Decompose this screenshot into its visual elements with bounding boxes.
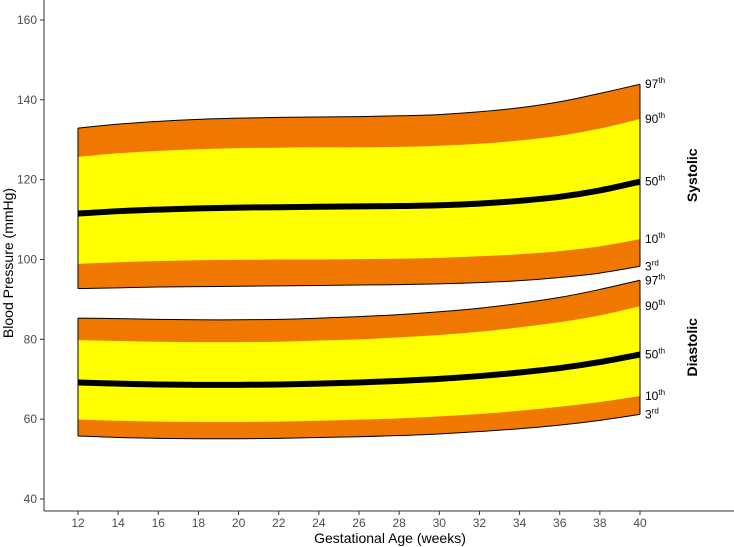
x-tick-label-38: 38 bbox=[593, 516, 607, 530]
systolic-label-90th-number: 90 bbox=[645, 112, 659, 126]
x-tick-label-28: 28 bbox=[392, 516, 406, 530]
systolic-label-97th-number: 97 bbox=[645, 77, 659, 91]
x-tick-label-26: 26 bbox=[352, 516, 366, 530]
diastolic-label-50th-suffix: th bbox=[658, 347, 665, 356]
systolic-label-97th: 97th bbox=[645, 76, 665, 91]
systolic-label-50th-number: 50 bbox=[645, 175, 659, 189]
diastolic-label-50th-number: 50 bbox=[645, 348, 659, 362]
x-tick-label-20: 20 bbox=[232, 516, 246, 530]
y-tick-label-60: 60 bbox=[24, 412, 38, 426]
y-axis-title: Blood Pressure (mmHg) bbox=[0, 188, 16, 338]
diastolic-inner-band bbox=[78, 306, 640, 423]
systolic-label-90th: 90th bbox=[645, 111, 665, 126]
x-tick-label-12: 12 bbox=[71, 516, 85, 530]
y-tick-label-160: 160 bbox=[17, 13, 37, 27]
diastolic-label-10th-suffix: th bbox=[658, 388, 665, 397]
x-tick-label-14: 14 bbox=[111, 516, 125, 530]
diastolic-label-90th-number: 90 bbox=[645, 299, 659, 313]
y-tick-label-80: 80 bbox=[24, 332, 38, 346]
systolic-line-3rd bbox=[77, 265, 641, 290]
x-tick-label-30: 30 bbox=[433, 516, 447, 530]
x-tick-label-18: 18 bbox=[192, 516, 206, 530]
percentile-lines bbox=[77, 83, 641, 440]
percentile-labels: 3rd10th50th90th97thSystolic3rd10th50th90… bbox=[645, 76, 700, 421]
diastolic-line-97th bbox=[77, 279, 641, 321]
x-tick-label-36: 36 bbox=[553, 516, 567, 530]
systolic-label-3rd-number: 3 bbox=[645, 259, 652, 273]
x-tick-label-34: 34 bbox=[513, 516, 527, 530]
diastolic-line-3rd bbox=[77, 413, 641, 440]
diastolic-label-3rd: 3rd bbox=[645, 406, 659, 421]
diastolic-label-97th-suffix: th bbox=[658, 272, 665, 281]
systolic-inner-band bbox=[78, 118, 640, 264]
systolic-label-50th: 50th bbox=[645, 174, 665, 189]
x-tick-label-32: 32 bbox=[473, 516, 487, 530]
x-axis-title: Gestational Age (weeks) bbox=[314, 530, 466, 546]
diastolic-label-10th: 10th bbox=[645, 388, 665, 403]
x-tick-label-22: 22 bbox=[272, 516, 286, 530]
diastolic-group-label: Diastolic bbox=[684, 318, 700, 377]
y-tick-label-40: 40 bbox=[24, 492, 38, 506]
diastolic-label-50th: 50th bbox=[645, 347, 665, 362]
systolic-label-10th: 10th bbox=[645, 231, 665, 246]
x-tick-label-16: 16 bbox=[152, 516, 166, 530]
axes: 40 60 80 100 120 140 160 12 14 16 18 20 22 24 26 28 30 32… bbox=[17, 0, 734, 530]
diastolic-label-90th: 90th bbox=[645, 298, 665, 313]
diastolic-label-10th-number: 10 bbox=[645, 389, 659, 403]
diastolic-label-90th-suffix: th bbox=[658, 298, 665, 307]
y-tick-label-100: 100 bbox=[17, 252, 37, 266]
systolic-label-3rd-suffix: rd bbox=[652, 258, 659, 267]
percentile-bands bbox=[78, 84, 640, 439]
systolic-line-97th bbox=[77, 83, 641, 129]
systolic-label-90th-suffix: th bbox=[658, 111, 665, 120]
y-tick-label-120: 120 bbox=[17, 173, 37, 187]
systolic-line-median bbox=[77, 178, 641, 217]
diastolic-label-3rd-number: 3 bbox=[645, 407, 652, 421]
systolic-label-97th-suffix: th bbox=[658, 76, 665, 85]
systolic-group-label: Systolic bbox=[684, 148, 700, 202]
diastolic-label-3rd-suffix: rd bbox=[652, 406, 659, 415]
y-tick-label-140: 140 bbox=[17, 93, 37, 107]
diastolic-label-97th: 97th bbox=[645, 272, 665, 287]
systolic-label-3rd: 3rd bbox=[645, 258, 659, 273]
systolic-label-10th-number: 10 bbox=[645, 232, 659, 246]
systolic-label-50th-suffix: th bbox=[658, 174, 665, 183]
diastolic-line-median bbox=[77, 351, 641, 388]
x-tick-label-24: 24 bbox=[312, 516, 326, 530]
systolic-label-10th-suffix: th bbox=[658, 231, 665, 240]
diastolic-label-97th-number: 97 bbox=[645, 273, 659, 287]
x-tick-label-40: 40 bbox=[633, 516, 647, 530]
